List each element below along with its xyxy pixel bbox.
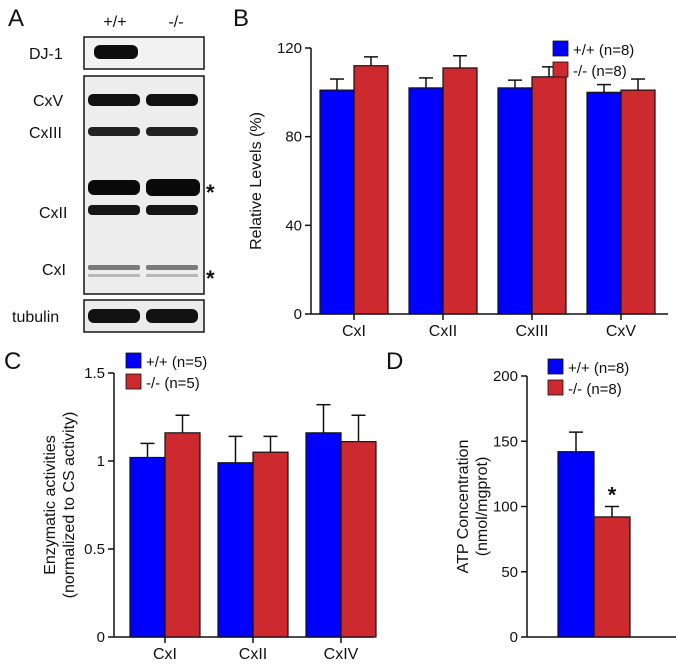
legend-label: +/+ (n=5) [146,354,207,371]
y-axis-title: ATP Concentration (nmol/mgprot) [455,440,491,574]
lane-label-ko: -/- [168,14,183,31]
legend-swatch [547,358,564,375]
y-tick-label: 80 [285,129,302,146]
tubulin-label: tubulin [12,309,59,326]
y-tick-label: 100 [493,499,518,516]
legend-label: -/- (n=5) [146,375,200,392]
bar-ko [340,441,377,638]
cxiii-band-ko [146,127,198,136]
western-blot: +/+ -/- DJ-1 CxV CxIII CxII CxI * * tubu… [12,14,215,333]
dj1-band-wt [94,45,138,59]
y-tick-label: 0.5 [84,541,105,558]
y-tick-label: 40 [285,217,302,234]
y-tick-label: 0 [510,629,518,646]
panel-letter-d: D [386,348,403,375]
chart-atp-concentration: 0 50 100 150 200 ATP Concentration (nmol/mgpro… [455,358,676,646]
y-tick-label: 200 [493,368,518,385]
asterisk-upper: * [206,180,215,205]
panel-letter-a: A [8,5,24,32]
bar-ko [593,516,631,638]
bar-wt [557,451,595,638]
y-axis-title-line: (normalized to CS activity) [61,412,78,599]
y-tick-label: 0 [294,306,302,323]
bar-wt [305,432,342,638]
x-tick-label: CxII [429,323,457,340]
cxi-faint-band-wt [88,274,140,277]
cxv-band-wt [88,94,140,106]
dj1-label: DJ-1 [29,46,63,63]
y-tick-label: 1 [97,453,105,470]
chart-relative-levels: 0 40 80 120 Relative Levels (%) CxI CxII CxIII C… [248,40,668,340]
mito-band-ko [146,179,200,196]
lane-label-wt: +/+ [103,14,126,31]
legend-label: +/+ (n=8) [568,360,629,377]
y-axis-title-line: Enzymatic activities [42,435,59,575]
significance-asterisk: * [608,483,617,508]
x-tick-label: CxII [239,646,267,663]
x-tick-label: CxIV [324,646,359,663]
cxi-faint-band-ko [146,274,198,277]
y-tick-label: 1.5 [84,365,105,382]
y-tick-label: 50 [501,564,518,581]
tubulin-band-wt [88,309,140,323]
y-axis-title: Enzymatic activities (normalized to CS ac… [42,412,78,599]
legend-swatch [547,379,564,396]
y-axis-title-line: ATP Concentration [455,440,472,574]
cxii-band-wt [88,205,140,215]
legend-swatch [552,61,569,78]
bar-wt [408,87,444,315]
bar-ko [353,65,389,315]
bar-wt [129,456,166,638]
y-axis-title: Relative Levels (%) [248,112,265,250]
asterisk-lower: * [206,266,215,291]
chart-enzymatic-activities: 0 0.5 1 1.5 Enzymatic activities (normalized … [42,352,377,663]
x-tick-label: CxI [342,323,366,340]
panel-letter-b: B [233,5,249,32]
bar-ko [164,432,201,638]
bar-wt [319,89,355,315]
cxii-band-ko [146,205,198,215]
cxi-label: CxI [42,262,66,279]
bar-wt [586,91,622,315]
mito-band-wt [88,180,140,195]
cxiii-label: CxIII [29,125,62,142]
bar-ko [620,89,656,315]
cxv-label: CxV [33,93,64,110]
cxi-band-wt [88,265,140,270]
x-tick-label: CxI [153,646,177,663]
y-axis-title-line: Relative Levels (%) [248,112,265,250]
y-tick-label: 0 [97,629,105,646]
x-tick-label: CxV [606,323,637,340]
cxi-band-ko [146,265,198,270]
bar-wt [217,462,254,638]
y-axis-title-line: (nmol/mgprot) [474,457,491,557]
cxiii-band-wt [88,127,140,136]
legend-swatch [125,352,142,369]
bar-wt [497,87,533,315]
panel-letter-c: C [4,348,21,375]
bar-ko [531,76,567,315]
y-tick-label: 150 [493,433,518,450]
legend-label: -/- (n=8) [568,381,622,398]
legend-label: +/+ (n=8) [573,42,634,59]
x-tick-label: CxIII [516,323,549,340]
legend-swatch [552,40,569,57]
legend-label: -/- (n=8) [573,63,627,80]
bar-ko [252,451,289,638]
tubulin-band-ko [146,309,198,323]
cxv-band-ko [146,94,198,106]
bar-ko [442,67,478,315]
legend-swatch [125,373,142,390]
y-tick-label: 120 [277,40,302,57]
cxii-label: CxII [39,205,67,222]
